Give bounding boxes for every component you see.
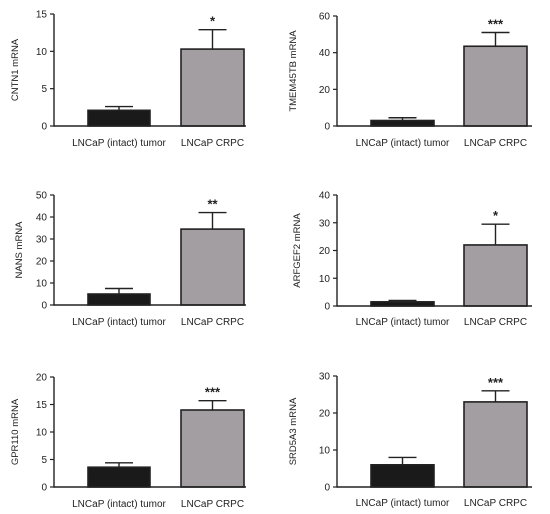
x-tick-label: LNCaP CRPC: [464, 138, 527, 149]
y-tick-label: 50: [36, 191, 48, 202]
y-tick-label: 0: [41, 483, 47, 494]
y-tick-label: 40: [319, 48, 331, 59]
bar: [87, 109, 151, 127]
significance-marker: ***: [488, 375, 504, 390]
x-tick-label: LNCaP (intact) tumor: [356, 498, 450, 509]
x-tick-label: LNCaP CRPC: [464, 317, 527, 328]
bar: [463, 401, 528, 488]
bar: [87, 293, 151, 306]
y-tick-label: 0: [41, 122, 47, 133]
y-tick-label: 10: [36, 279, 48, 290]
y-tick-label: 10: [36, 47, 48, 58]
y-tick-label: 0: [324, 483, 330, 494]
significance-marker: ***: [205, 385, 221, 400]
y-tick-label: 20: [36, 257, 48, 268]
x-tick-label: LNCaP (intact) tumor: [356, 138, 450, 149]
significance-marker: **: [207, 197, 218, 212]
chart-panel: LNCaP (intact) tumor * LNCaP CRPC 0 10 20 30 40…: [292, 191, 532, 328]
y-axis-label: NANS mRNA: [14, 221, 25, 279]
y-tick-label: 10: [36, 428, 48, 439]
chart-panel: LNCaP (intact) tumor * LNCaP CRPC 0 5 10 15 CNT…: [10, 10, 246, 149]
bar: [180, 48, 245, 127]
bar: [180, 228, 245, 306]
y-tick-label: 30: [319, 372, 331, 383]
y-axis-label: SRD5A3 mRNA: [288, 397, 299, 465]
y-tick-label: 15: [36, 10, 48, 21]
y-tick-label: 0: [324, 122, 330, 133]
y-tick-label: 20: [319, 246, 331, 257]
y-tick-label: 30: [36, 235, 48, 246]
y-tick-label: 20: [319, 409, 331, 420]
x-tick-label: LNCaP CRPC: [181, 499, 244, 510]
bar: [463, 45, 528, 127]
y-axis-label: GPR110 mRNA: [10, 398, 21, 465]
x-tick-label: LNCaP CRPC: [181, 317, 244, 328]
significance-marker: *: [210, 14, 216, 29]
x-tick-label: LNCaP CRPC: [464, 498, 527, 509]
chart-panel: LNCaP (intact) tumor *** LNCaP CRPC 0 10 20 30…: [288, 372, 532, 509]
y-tick-label: 10: [319, 446, 331, 457]
y-tick-label: 0: [324, 302, 330, 313]
y-tick-label: 10: [319, 274, 331, 285]
y-tick-label: 40: [36, 213, 48, 224]
y-axis-label: TMEM45TB mRNA: [288, 30, 299, 112]
y-tick-label: 15: [36, 400, 48, 411]
significance-marker: ***: [488, 17, 504, 32]
y-tick-label: 60: [319, 12, 331, 23]
significance-marker: *: [493, 208, 499, 223]
y-tick-label: 20: [36, 373, 48, 384]
chart-panel: LNCaP (intact) tumor ** LNCaP CRPC 0 10 20 30 4…: [14, 191, 246, 328]
bar: [370, 463, 435, 488]
bar: [87, 466, 151, 488]
x-tick-label: LNCaP (intact) tumor: [72, 317, 166, 328]
x-tick-label: LNCaP (intact) tumor: [356, 317, 450, 328]
y-tick-label: 0: [41, 301, 47, 312]
x-tick-label: LNCaP (intact) tumor: [72, 138, 166, 149]
bar: [370, 119, 435, 127]
y-axis-label: ARFGEF2 mRNA: [292, 213, 303, 288]
y-axis-label: CNTN1 mRNA: [10, 38, 21, 101]
bar: [180, 409, 245, 488]
y-tick-label: 40: [319, 191, 331, 202]
y-tick-label: 5: [41, 455, 47, 466]
x-tick-label: LNCaP (intact) tumor: [72, 499, 166, 510]
bar: [463, 244, 528, 307]
y-tick-label: 30: [319, 218, 331, 229]
x-tick-label: LNCaP CRPC: [181, 138, 244, 149]
y-tick-label: 5: [41, 84, 47, 95]
chart-panel: LNCaP (intact) tumor *** LNCaP CRPC 0 5 10 15 2…: [10, 373, 246, 510]
chart-panel: LNCaP (intact) tumor *** LNCaP CRPC 0 20 40 60…: [288, 12, 532, 149]
y-tick-label: 20: [319, 85, 331, 96]
